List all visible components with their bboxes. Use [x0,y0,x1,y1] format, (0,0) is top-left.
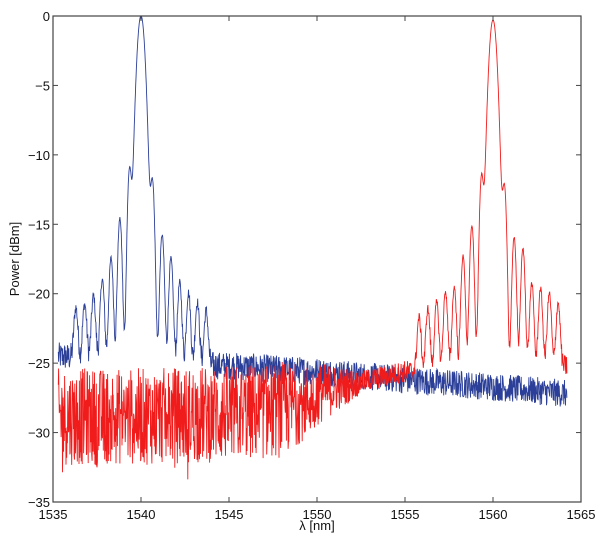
x-axis-label: λ [nm] [299,518,334,533]
x-tick-label: 1535 [39,507,68,522]
series-line-blue [57,15,568,407]
y-axis-label: Power [dBm] [7,222,22,296]
y-tick-label: −5 [35,78,50,93]
y-tick-label: −10 [28,148,50,163]
x-tick-label: 1560 [479,507,508,522]
y-tick-label: −30 [28,426,50,441]
x-tick-label: 1565 [567,507,596,522]
x-tick-label: 1545 [215,507,244,522]
y-tick-label: −35 [28,495,50,510]
y-tick-label: −15 [28,217,50,232]
x-tick-label: 1540 [127,507,156,522]
y-tick-label: 0 [43,9,50,24]
ticks-layer: 1535 1540 1545 1550 1555 1560 1565 0 −5 −10 −15 −20… [28,9,596,522]
x-tick-label: 1555 [391,507,420,522]
series-layer [57,15,568,480]
x-tick-label: 1550 [303,507,332,522]
series-line-red [57,19,568,480]
y-tick-label: −25 [28,356,50,371]
y-tick-label: −20 [28,287,50,302]
